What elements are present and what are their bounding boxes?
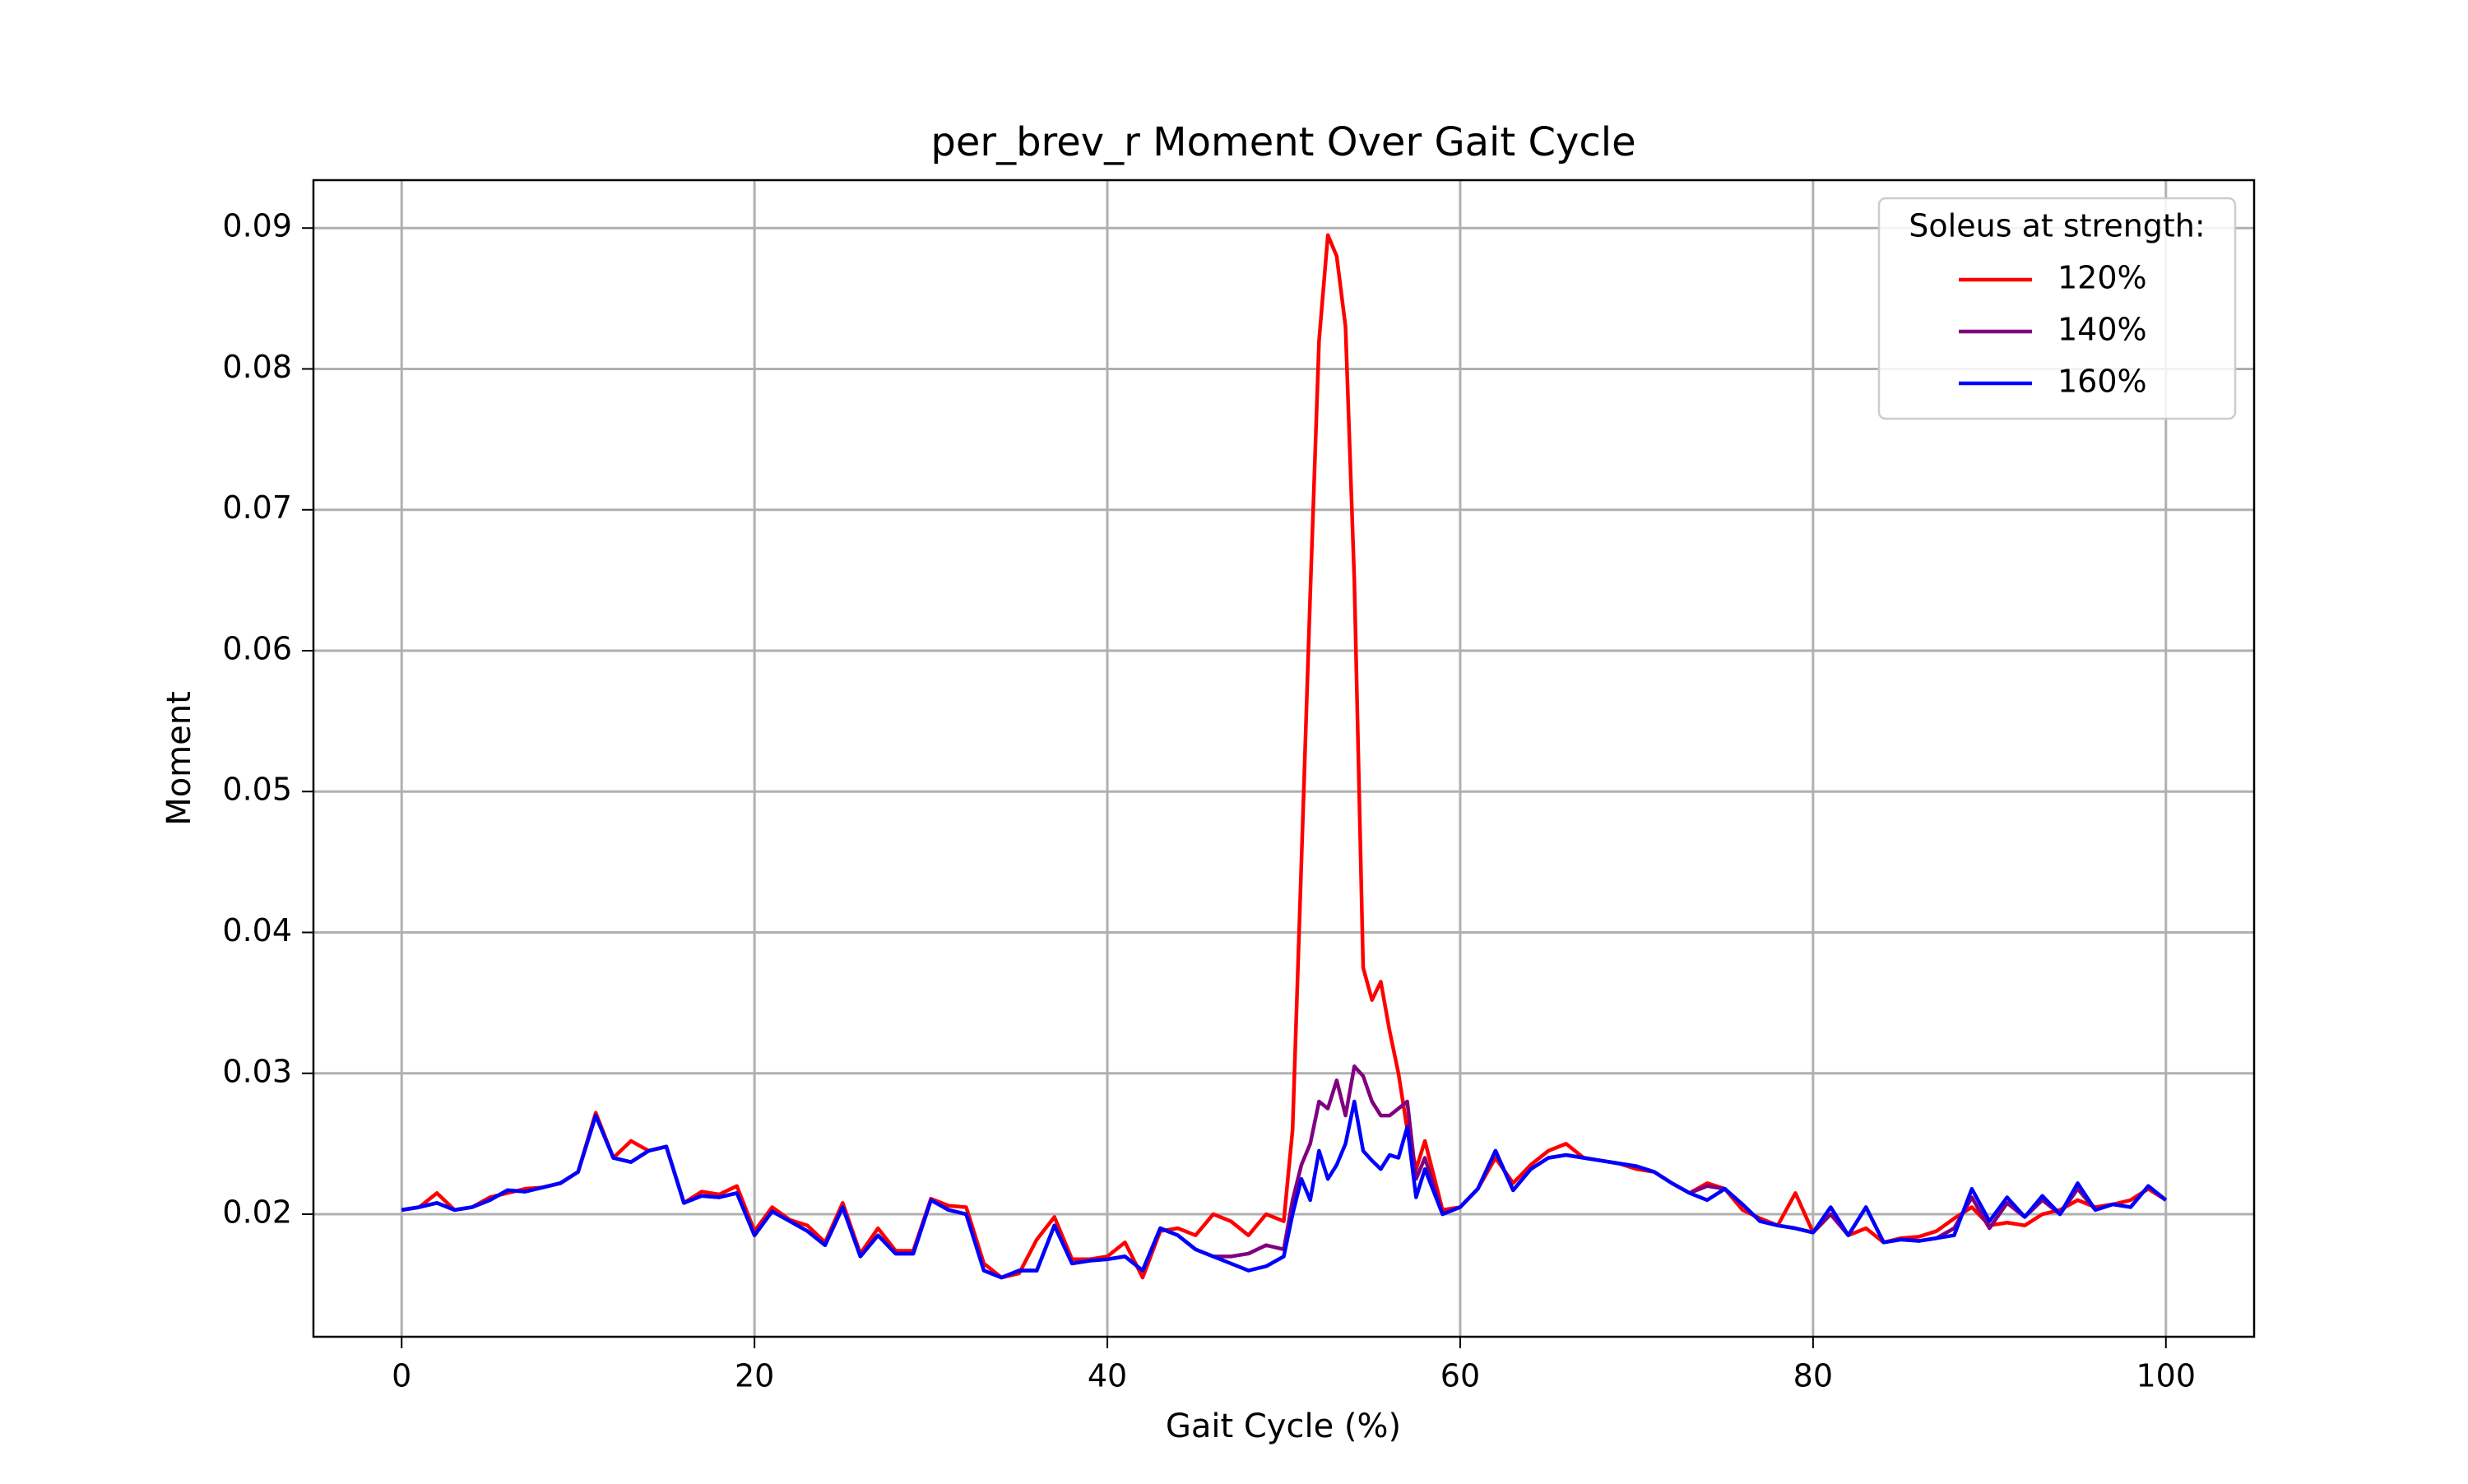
y-tick-label: 0.06 bbox=[222, 630, 292, 666]
line-series bbox=[401, 1099, 2168, 1280]
x-axis-label: Gait Cycle (%) bbox=[1166, 1407, 1401, 1445]
y-axis-label: Moment bbox=[160, 691, 198, 826]
x-tick-label: 0 bbox=[392, 1358, 411, 1394]
y-tick-label: 0.05 bbox=[222, 772, 292, 808]
chart-title: per_brev_r Moment Over Gait Cycle bbox=[930, 119, 1635, 165]
x-tick-label: 100 bbox=[2136, 1358, 2197, 1394]
legend-box bbox=[1877, 197, 2237, 420]
y-tick-label: 0.08 bbox=[222, 349, 292, 385]
legend-label: 160% bbox=[2057, 364, 2147, 400]
y-tick-label: 0.02 bbox=[222, 1194, 292, 1231]
legend-label: 140% bbox=[2057, 312, 2147, 348]
y-tick-label: 0.04 bbox=[222, 912, 292, 948]
x-tick-label: 80 bbox=[1793, 1358, 1833, 1394]
x-tick-label: 40 bbox=[1088, 1358, 1127, 1394]
x-tick-label: 60 bbox=[1440, 1358, 1480, 1394]
y-tick-label: 0.09 bbox=[222, 208, 292, 244]
x-tick-label: 20 bbox=[735, 1358, 774, 1394]
plot-frame bbox=[312, 179, 2256, 1338]
y-tick-label: 0.03 bbox=[222, 1053, 292, 1089]
y-tick-label: 0.07 bbox=[222, 489, 292, 526]
legend-title: Soleus at strength: bbox=[1909, 208, 2205, 244]
legend-label: 120% bbox=[2057, 260, 2147, 296]
